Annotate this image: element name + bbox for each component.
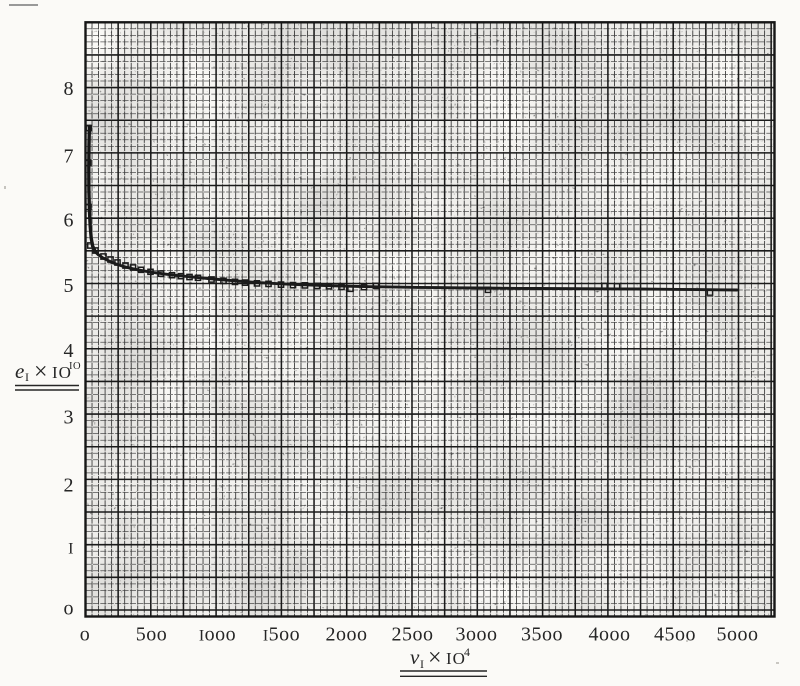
svg-text:I: I (68, 541, 73, 558)
svg-text:IO: IO (446, 649, 466, 668)
svg-text:3: 3 (64, 406, 74, 428)
svg-text:2ooo: 2ooo (326, 624, 368, 646)
svg-text:3ooo: 3ooo (456, 624, 498, 646)
svg-text:4: 4 (64, 340, 74, 362)
svg-text:25oo: 25oo (392, 624, 434, 646)
svg-text:o: o (64, 597, 74, 619)
svg-text:4: 4 (464, 645, 470, 659)
svg-text:v: v (410, 645, 420, 669)
svg-text:Iooo: Iooo (199, 624, 236, 646)
svg-text:I: I (420, 657, 424, 671)
svg-text:45oo: 45oo (654, 624, 696, 646)
svg-text:7: 7 (64, 145, 74, 167)
svg-text:e: e (15, 359, 24, 383)
svg-text:4ooo: 4ooo (589, 624, 631, 646)
svg-text:8: 8 (64, 78, 74, 100)
svg-text:I: I (25, 370, 29, 384)
svg-text:6: 6 (64, 209, 74, 231)
svg-text:IO: IO (69, 361, 81, 372)
svg-text:×: × (428, 645, 442, 671)
svg-text:5ooo: 5ooo (717, 624, 759, 646)
svg-text:o: o (80, 624, 91, 646)
svg-text:IO: IO (52, 363, 72, 382)
svg-text:×: × (34, 359, 48, 385)
svg-text:5: 5 (64, 275, 74, 297)
svg-text:2: 2 (64, 474, 74, 496)
svg-text:35oo: 35oo (521, 624, 563, 646)
svg-text:I5oo: I5oo (263, 624, 300, 646)
svg-text:5oo: 5oo (136, 624, 168, 646)
